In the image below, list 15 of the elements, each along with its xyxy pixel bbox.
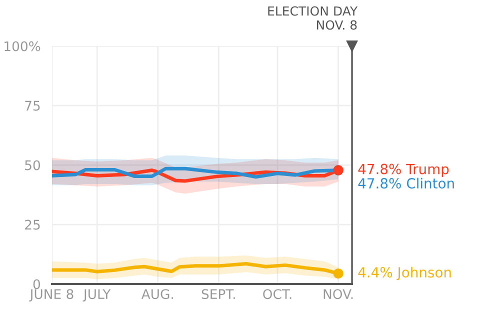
text: 4.4% Johnson: [358, 266, 451, 280]
y-tick-label: 100%: [4, 41, 40, 52]
y-tick-label: 25: [25, 220, 40, 230]
text: 47.8% Clinton: [358, 178, 454, 189]
y-tick-label: 50: [25, 160, 40, 170]
x-tick-label: JULY: [82, 289, 111, 302]
y-tick-label: 75: [25, 100, 40, 111]
x-tick-label: JUNE 8: [29, 289, 74, 302]
x-tick-label: AUG.: [141, 289, 174, 300]
text: 47.8% Trump: [358, 164, 449, 177]
x-tick-label: SEPT.: [202, 289, 235, 300]
x-tick-label: NOV.: [324, 289, 353, 300]
x-tick-label: OCT.: [263, 289, 292, 300]
y-tick-label: 0: [33, 279, 40, 290]
ref-line-label: ELECTION DAY NOV. 8: [268, 6, 358, 30]
